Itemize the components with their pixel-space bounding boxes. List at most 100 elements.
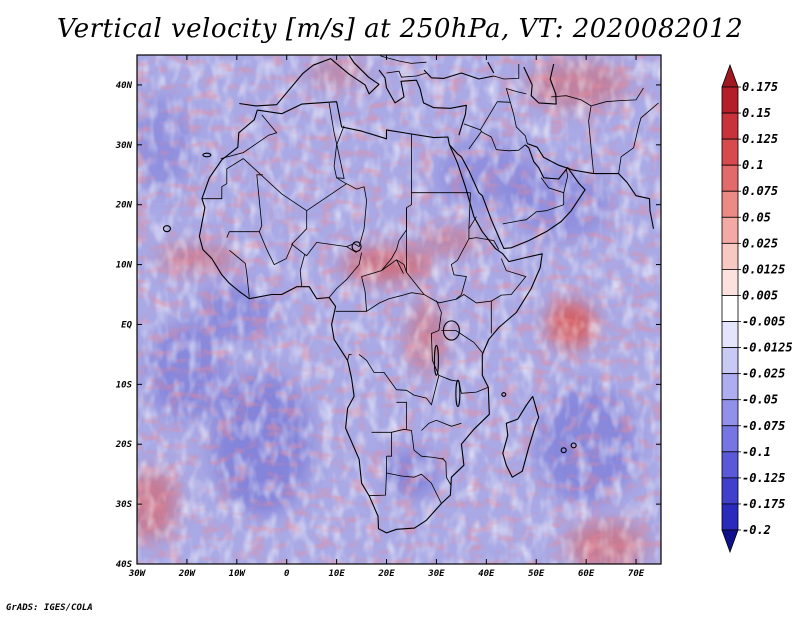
colorbar-swatch <box>721 164 739 192</box>
lat-tick-label: 20N <box>115 201 133 211</box>
lon-tick-label: 20E <box>377 569 395 579</box>
border-segment <box>468 131 482 150</box>
lake-or-island <box>351 241 362 252</box>
lon-tick-label: 30E <box>427 569 445 579</box>
colorbar-label: 0.15 <box>742 106 771 120</box>
border-segment <box>220 114 278 159</box>
border-segment <box>369 456 387 497</box>
lat-tick-label: 30S <box>115 500 133 510</box>
coastline-segment <box>448 144 586 249</box>
colorbar-label: 0.005 <box>742 288 778 302</box>
colorbar-label: -0.025 <box>742 367 785 381</box>
border-segment <box>226 174 263 238</box>
colorbar-label: -0.1 <box>742 445 771 459</box>
border-segment <box>243 158 365 212</box>
colorbar-label: 0.025 <box>742 236 778 250</box>
border-segment <box>396 401 407 430</box>
lat-tick-label: 40S <box>116 560 133 570</box>
border-segment <box>450 216 477 295</box>
border-segment <box>347 354 352 361</box>
border-segment <box>346 186 368 248</box>
lake-or-island <box>570 442 577 449</box>
credit-label: GrADS: IGES/COLA <box>6 603 93 613</box>
coastline-segment <box>198 101 543 534</box>
border-segment <box>468 192 471 229</box>
border-segment <box>618 102 659 174</box>
colorbar-label: 0.05 <box>742 210 771 224</box>
border-segment <box>468 237 500 250</box>
colorbar-swatch <box>721 242 739 270</box>
coastline-segment <box>502 395 540 478</box>
border-segment <box>502 177 565 225</box>
border-segment <box>229 249 250 298</box>
colorbar-swatch <box>721 503 739 531</box>
map-frame <box>136 54 662 565</box>
colorbar-label: -0.175 <box>742 497 785 511</box>
border-segment <box>441 330 483 353</box>
border-segment <box>563 168 569 193</box>
colorbar-swatch <box>721 269 739 296</box>
map-title: Vertical velocity [m/s] at 250hPa, VT: 2… <box>56 14 744 44</box>
lon-tick-label: 10E <box>328 569 345 579</box>
lake-or-island <box>202 152 212 158</box>
colorbar-label: 0.0125 <box>742 262 785 276</box>
border-segment <box>396 259 407 273</box>
colorbar-label: 0.125 <box>742 132 778 146</box>
latitude-axis: 40N 30N 20N 10N EQ 10S 20S 30S 40S <box>115 81 661 570</box>
coastline-segment <box>423 69 494 80</box>
border-segment <box>456 294 492 334</box>
colorbar-swatch <box>721 190 739 218</box>
lat-tick-label: 30N <box>115 141 133 151</box>
border-segment <box>379 55 427 64</box>
lon-tick-label: 50E <box>528 569 545 579</box>
country-borders <box>201 55 659 504</box>
border-segment <box>386 70 427 78</box>
lake-or-island <box>455 379 461 408</box>
colorbar-swatch <box>721 451 739 479</box>
lon-tick-label: 60E <box>578 569 595 579</box>
border-segment <box>333 125 347 185</box>
border-segment <box>361 259 404 312</box>
border-segment <box>291 210 357 257</box>
border-segment <box>442 457 452 486</box>
coastline-segment <box>523 63 557 105</box>
colorbar-swatch <box>721 216 739 244</box>
border-segment <box>438 375 452 381</box>
coastlines <box>162 55 655 534</box>
border-segment <box>328 252 362 298</box>
colorbar-label: -0.0125 <box>742 341 793 355</box>
lake-or-island <box>501 392 507 397</box>
coastline-segment <box>378 69 467 136</box>
border-segment <box>497 101 528 144</box>
colorbar-swatch <box>721 399 739 427</box>
lon-tick-label: 30W <box>128 569 147 579</box>
field-texture-up <box>137 55 661 564</box>
colorbar-swatch <box>721 138 739 166</box>
colorbar-label: -0.005 <box>742 315 785 329</box>
border-segment <box>406 207 462 304</box>
border-segment <box>358 300 442 406</box>
border-segment <box>299 254 306 287</box>
border-segment <box>381 249 397 271</box>
colorbar-label: -0.075 <box>742 419 785 433</box>
lat-tick-label: 10N <box>116 261 133 271</box>
colorbar-swatch <box>721 373 739 401</box>
border-segment <box>421 419 462 431</box>
coastline-segment <box>527 143 655 229</box>
border-segment <box>551 95 592 107</box>
lon-tick-label: 20W <box>178 569 197 579</box>
colorbar-label: 0.075 <box>742 184 778 198</box>
border-segment <box>328 102 345 179</box>
border-segment <box>335 292 425 312</box>
border-segment <box>588 105 594 174</box>
border-segment <box>258 231 294 266</box>
colorbar-label: -0.05 <box>742 393 778 407</box>
border-segment <box>463 123 526 152</box>
border-segment <box>491 258 527 302</box>
lon-tick-label: 0 <box>284 569 290 579</box>
lake-or-island <box>433 344 439 376</box>
border-segment <box>505 88 511 103</box>
colorbar-label: -0.2 <box>742 523 771 537</box>
colorbar-swatch <box>721 425 739 453</box>
